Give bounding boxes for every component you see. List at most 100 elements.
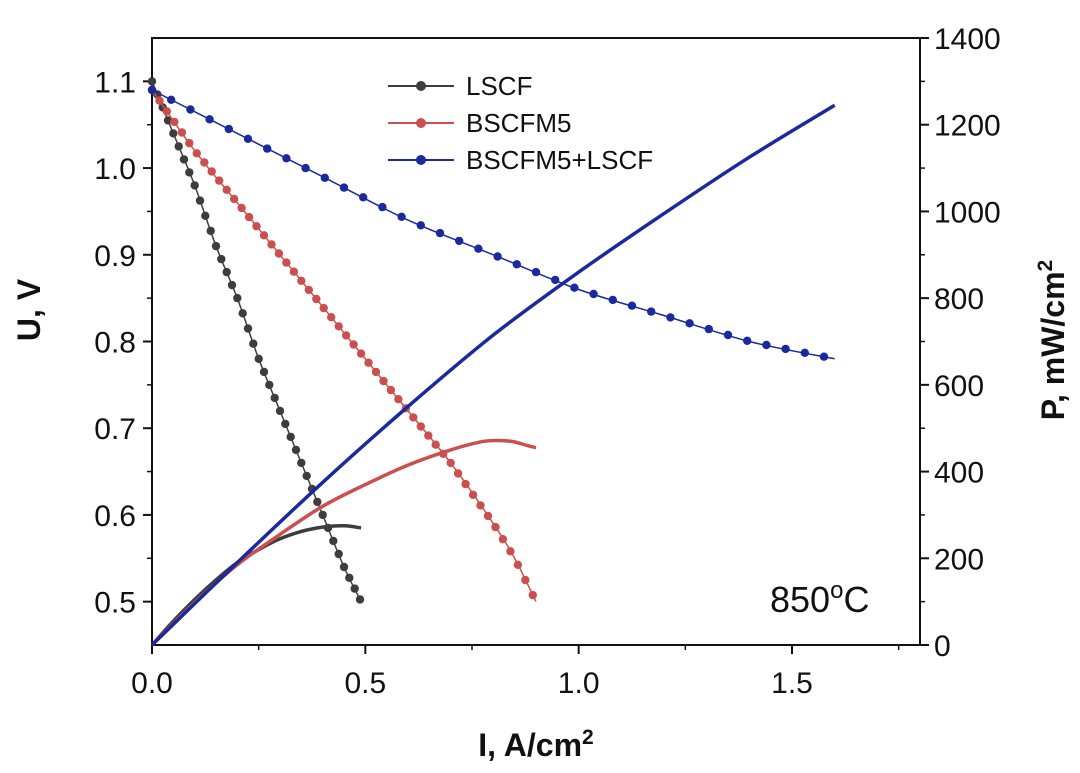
voltage-point-bscfm5-lscf: [493, 252, 502, 261]
y-right-tick-label: 1000: [934, 196, 1001, 229]
voltage-point-bscfm5-lscf: [762, 340, 771, 350]
voltage-point-lscf: [163, 116, 173, 125]
voltage-point-bscfm5-lscf: [512, 260, 521, 269]
voltage-point-bscfm5-lscf: [647, 307, 656, 316]
voltage-point-bscfm5: [237, 203, 246, 213]
voltage-point-lscf: [318, 510, 327, 520]
voltage-point-lscf: [355, 595, 365, 604]
voltage-point-bscfm5: [244, 212, 254, 222]
voltage-point-bscfm5-lscf: [224, 124, 233, 134]
voltage-point-bscfm5-lscf: [723, 330, 733, 340]
voltage-point-lscf: [329, 536, 338, 546]
voltage-point-bscfm5-lscf: [147, 85, 157, 95]
voltage-point-bscfm5-lscf: [186, 105, 195, 114]
voltage-point-lscf: [291, 445, 301, 455]
voltage-point-bscfm5: [215, 176, 224, 185]
legend: LSCF BSCFM5 BSCFM5+LSCF: [388, 71, 653, 175]
y-right-tick-label: 400: [934, 457, 984, 490]
voltage-point-bscfm5-lscf: [455, 236, 464, 246]
y-right-tick-label: 800: [934, 283, 984, 316]
legend-label-lscf: LSCF: [466, 71, 532, 101]
voltage-point-bscfm5: [409, 413, 418, 422]
voltage-point-lscf: [297, 458, 306, 468]
voltage-point-lscf: [206, 226, 215, 236]
x-tick-label: 1.5: [771, 667, 813, 700]
voltage-point-lscf: [195, 196, 205, 205]
y-right-tick-label: 1200: [934, 110, 1001, 143]
voltage-point-bscfm5: [439, 449, 448, 458]
voltage-point-lscf: [238, 309, 247, 318]
y-left-tick-label: 0.9: [94, 240, 136, 273]
voltage-point-bscfm5-lscf: [397, 212, 406, 221]
voltage-point-lscf: [227, 280, 237, 290]
legend-marker-bscfm5: [416, 118, 426, 128]
voltage-point-bscfm5: [289, 267, 299, 276]
voltage-point-bscfm5-lscf: [243, 134, 253, 143]
voltage-point-bscfm5: [349, 340, 358, 349]
voltage-point-bscfm5-lscf: [167, 95, 176, 105]
voltage-point-bscfm5-lscf: [378, 202, 387, 212]
voltage-point-bscfm5-lscf: [608, 295, 617, 305]
voltage-point-bscfm5: [229, 194, 239, 204]
voltage-point-bscfm5: [379, 376, 388, 386]
voltage-point-bscfm5-lscf: [800, 348, 809, 357]
x-tick-label: 0.0: [131, 667, 173, 700]
voltage-point-bscfm5: [468, 490, 478, 499]
voltage-point-bscfm5: [506, 547, 515, 556]
y-axis-left-title: U, V: [11, 278, 47, 341]
voltage-point-bscfm5: [155, 96, 164, 105]
voltage-point-bscfm5: [446, 458, 455, 468]
voltage-point-bscfm5-lscf: [205, 115, 214, 124]
voltage-point-bscfm5-lscf: [666, 313, 675, 322]
y-left-tick-label: 0.7: [94, 413, 136, 446]
y-axis-right: 0 200 400 600 800 1000 1200 1400: [920, 23, 1001, 663]
voltage-curve-bscfm5-lscf: [151, 89, 835, 360]
voltage-point-bscfm5: [334, 322, 343, 331]
voltage-point-bscfm5-lscf: [263, 144, 272, 153]
voltage-point-lscf: [179, 155, 189, 164]
voltage-point-bscfm5: [297, 276, 306, 285]
voltage-point-bscfm5: [192, 149, 201, 158]
voltage-point-lscf: [169, 129, 178, 138]
y-right-tick-label: 200: [934, 543, 984, 576]
voltage-point-bscfm5: [424, 431, 433, 440]
voltage-point-bscfm5: [356, 349, 366, 358]
voltage-point-lscf: [233, 293, 242, 303]
voltage-point-lscf: [201, 211, 210, 220]
voltage-point-bscfm5-lscf: [339, 183, 349, 192]
voltage-point-bscfm5-lscf: [685, 319, 694, 328]
voltage-point-bscfm5-lscf: [474, 244, 483, 253]
voltage-point-bscfm5-lscf: [416, 221, 425, 230]
voltage-point-bscfm5: [341, 331, 351, 340]
x-axis: 0.0 0.5 1.0 1.5: [131, 645, 900, 700]
voltage-point-lscf: [265, 380, 274, 390]
y-right-tick-label: 600: [934, 370, 984, 403]
power-curve-bscfm5: [150, 438, 537, 647]
voltage-point-bscfm5: [513, 560, 523, 569]
voltage-point-bscfm5-lscf: [435, 228, 445, 238]
voltage-point-lscf: [217, 254, 226, 264]
series-layer: [147, 77, 836, 647]
voltage-point-bscfm5: [222, 185, 231, 194]
voltage-point-bscfm5-lscf: [551, 275, 560, 285]
voltage-point-lscf: [302, 471, 311, 481]
y-left-tick-label: 0.8: [94, 327, 136, 360]
y-axis-left: 0.5 0.6 0.7 0.8 0.9 1.0 1.1: [94, 66, 152, 620]
voltage-point-bscfm5: [267, 240, 276, 249]
voltage-point-bscfm5: [521, 575, 530, 585]
power-curve-bscfm5-lscf: [150, 103, 836, 647]
voltage-point-bscfm5: [282, 258, 291, 267]
voltage-point-lscf: [259, 367, 269, 377]
voltage-point-bscfm5: [327, 313, 336, 322]
voltage-point-bscfm5: [319, 303, 328, 313]
voltage-point-bscfm5-lscf: [320, 173, 329, 182]
voltage-point-bscfm5: [207, 167, 216, 176]
legend-label-bscfm5: BSCFM5: [466, 108, 571, 138]
x-axis-title: I, A/cm2: [478, 726, 593, 763]
voltage-point-bscfm5: [162, 107, 172, 116]
voltage-point-bscfm5: [491, 522, 500, 532]
legend-marker-lscf: [416, 81, 426, 91]
voltage-point-bscfm5-lscf: [743, 336, 752, 345]
voltage-point-bscfm5: [312, 294, 321, 304]
